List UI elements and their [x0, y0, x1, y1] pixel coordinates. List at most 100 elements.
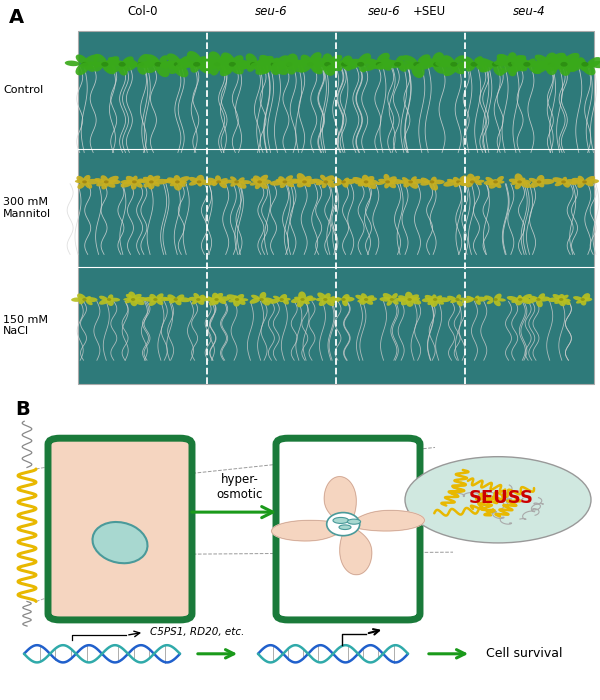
Ellipse shape	[238, 177, 245, 183]
Ellipse shape	[457, 300, 463, 307]
Ellipse shape	[189, 181, 199, 186]
Ellipse shape	[461, 298, 475, 303]
Ellipse shape	[314, 57, 329, 67]
Ellipse shape	[228, 299, 237, 302]
Ellipse shape	[447, 179, 455, 183]
Ellipse shape	[219, 178, 228, 183]
Ellipse shape	[219, 181, 227, 188]
Ellipse shape	[360, 297, 368, 304]
Ellipse shape	[320, 175, 326, 181]
Ellipse shape	[209, 298, 219, 306]
Ellipse shape	[495, 182, 502, 188]
Ellipse shape	[494, 293, 502, 301]
Ellipse shape	[233, 61, 253, 70]
Ellipse shape	[581, 63, 595, 76]
Ellipse shape	[153, 298, 158, 301]
Ellipse shape	[358, 181, 368, 187]
Ellipse shape	[405, 292, 413, 301]
Ellipse shape	[247, 62, 256, 72]
Ellipse shape	[514, 60, 536, 68]
Ellipse shape	[582, 181, 587, 183]
Ellipse shape	[193, 62, 200, 66]
Ellipse shape	[454, 55, 465, 63]
Ellipse shape	[509, 60, 527, 71]
Ellipse shape	[470, 62, 478, 66]
Ellipse shape	[126, 176, 137, 185]
Ellipse shape	[125, 299, 133, 303]
Ellipse shape	[363, 179, 378, 185]
Ellipse shape	[85, 64, 95, 72]
Ellipse shape	[473, 297, 487, 302]
Ellipse shape	[550, 62, 564, 69]
Ellipse shape	[386, 176, 397, 185]
Ellipse shape	[159, 61, 175, 67]
Ellipse shape	[259, 55, 274, 66]
Ellipse shape	[412, 63, 425, 78]
Ellipse shape	[275, 178, 286, 183]
Ellipse shape	[493, 298, 498, 301]
Ellipse shape	[475, 60, 495, 68]
Ellipse shape	[214, 293, 223, 300]
Ellipse shape	[451, 63, 465, 74]
Ellipse shape	[271, 62, 278, 66]
Ellipse shape	[173, 64, 188, 77]
Ellipse shape	[302, 178, 317, 184]
Ellipse shape	[143, 181, 152, 188]
Ellipse shape	[527, 59, 536, 66]
Ellipse shape	[358, 298, 367, 302]
Ellipse shape	[394, 62, 401, 66]
Ellipse shape	[76, 55, 88, 64]
Ellipse shape	[121, 180, 133, 184]
Ellipse shape	[561, 298, 571, 302]
Ellipse shape	[545, 62, 563, 71]
Ellipse shape	[515, 174, 523, 183]
Ellipse shape	[364, 64, 376, 71]
Ellipse shape	[562, 299, 571, 305]
Ellipse shape	[294, 297, 303, 300]
Ellipse shape	[496, 55, 505, 63]
Ellipse shape	[236, 298, 245, 305]
Ellipse shape	[245, 53, 257, 65]
Ellipse shape	[528, 64, 541, 74]
Ellipse shape	[443, 55, 455, 66]
Ellipse shape	[399, 180, 410, 184]
Ellipse shape	[435, 60, 454, 67]
Ellipse shape	[323, 181, 328, 183]
Ellipse shape	[516, 55, 527, 64]
Ellipse shape	[82, 181, 87, 183]
Ellipse shape	[215, 55, 232, 69]
Ellipse shape	[556, 62, 570, 67]
Ellipse shape	[124, 298, 132, 301]
Ellipse shape	[196, 175, 204, 185]
Ellipse shape	[216, 181, 221, 183]
Ellipse shape	[193, 293, 200, 299]
Ellipse shape	[301, 298, 310, 304]
Text: SEUSS: SEUSS	[469, 489, 533, 508]
Ellipse shape	[178, 181, 186, 187]
Ellipse shape	[561, 181, 566, 183]
Ellipse shape	[410, 179, 424, 184]
Ellipse shape	[427, 300, 435, 305]
Ellipse shape	[96, 181, 107, 186]
Ellipse shape	[474, 56, 483, 65]
Ellipse shape	[570, 58, 587, 66]
Ellipse shape	[295, 59, 307, 66]
Ellipse shape	[83, 55, 99, 66]
Ellipse shape	[257, 181, 262, 183]
Ellipse shape	[417, 55, 431, 66]
Ellipse shape	[364, 60, 387, 69]
Ellipse shape	[190, 62, 200, 73]
FancyArrowPatch shape	[429, 650, 465, 658]
Ellipse shape	[196, 61, 215, 68]
Ellipse shape	[144, 297, 158, 302]
Ellipse shape	[250, 61, 272, 69]
Ellipse shape	[307, 62, 314, 66]
Text: +SEU: +SEU	[413, 5, 446, 18]
Ellipse shape	[256, 179, 271, 185]
Ellipse shape	[530, 180, 542, 188]
Ellipse shape	[323, 61, 336, 76]
Ellipse shape	[65, 61, 80, 66]
Ellipse shape	[85, 179, 100, 184]
Ellipse shape	[466, 179, 474, 188]
Ellipse shape	[250, 62, 257, 66]
